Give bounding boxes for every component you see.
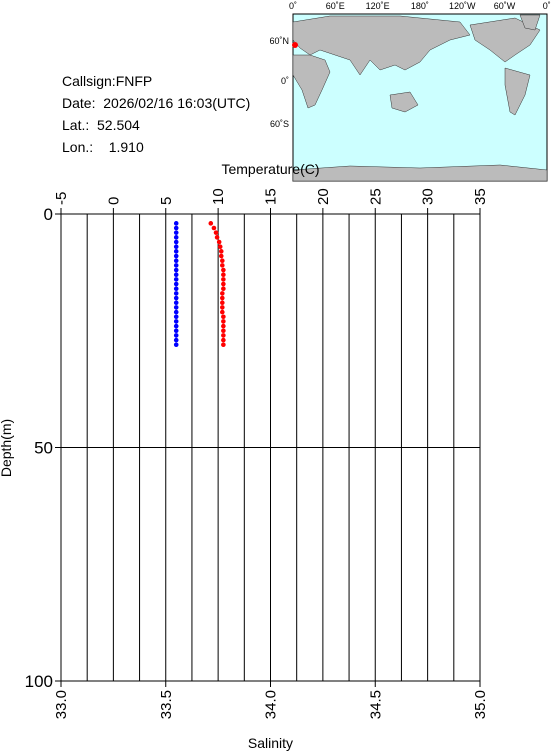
x-tick-label: 34.5	[367, 690, 384, 719]
data-point	[221, 286, 226, 292]
latitude: Lat.: 52.504	[62, 117, 140, 133]
data-point	[173, 221, 179, 226]
data-point	[173, 258, 179, 264]
date: Date: 2026/02/16 16:03(UTC)	[62, 95, 250, 111]
x2-tick-label: 5	[158, 197, 175, 205]
data-point	[220, 291, 225, 296]
data-point	[221, 342, 226, 348]
x2-tick-label: 20	[315, 188, 332, 205]
map: 0˚ 60˚E 120˚E 180˚ 120˚W 60˚W 0˚ 60˚N 0˚ 60˚S	[269, 1, 551, 182]
data-point	[173, 333, 179, 338]
data-point	[211, 225, 217, 231]
data-point	[173, 323, 179, 329]
data-point	[173, 263, 179, 268]
data-point	[173, 244, 179, 249]
data-point	[173, 337, 179, 343]
data-point	[208, 221, 214, 226]
map-lat-label: 0˚	[281, 76, 289, 86]
data-point	[173, 225, 179, 231]
map-lon-label: 0˚	[289, 1, 297, 11]
x-tick-label: 35.0	[472, 690, 489, 719]
info-block: Callsign:FNFP Date: 2026/02/16 16:03(UTC…	[62, 73, 250, 155]
data-point	[220, 258, 225, 264]
map-lon-label: 60˚W	[494, 1, 516, 11]
data-point	[220, 263, 225, 268]
y-tick-label: 100	[25, 672, 53, 691]
data-point	[221, 267, 226, 273]
y-axis-label: Depth(m)	[0, 419, 14, 477]
data-point	[216, 239, 222, 245]
data-point	[218, 249, 224, 254]
data-point	[218, 253, 224, 259]
station-marker	[292, 42, 298, 48]
data-point	[221, 323, 226, 329]
data-point	[221, 277, 226, 282]
data-point	[214, 235, 220, 240]
y-tick-label: 0	[44, 205, 53, 224]
x2-tick-label: 15	[263, 188, 280, 205]
data-point	[217, 244, 223, 249]
data-point	[220, 305, 225, 310]
x-tick-label: 33.5	[158, 690, 175, 719]
data-point	[173, 286, 179, 292]
map-lon-label: 0˚	[543, 1, 551, 11]
map-lon-label: 120˚E	[366, 1, 390, 11]
data-point	[173, 230, 179, 235]
x2-tick-label: 30	[420, 188, 437, 205]
data-point	[173, 253, 179, 259]
data-point	[173, 249, 179, 254]
map-labels: 0˚ 60˚E 120˚E 180˚ 120˚W 60˚W 0˚ 60˚N 0˚ 60˚S	[269, 1, 550, 129]
data-point	[173, 267, 179, 273]
data-point	[221, 337, 226, 343]
data-point	[221, 333, 226, 338]
data-point	[173, 272, 179, 278]
data-point	[173, 305, 179, 310]
map-lon-label: 120˚W	[449, 1, 476, 11]
x2-axis-label: Temperature(C)	[221, 161, 319, 177]
data-point	[221, 314, 226, 320]
x2-tick-label: 10	[210, 188, 227, 205]
data-point	[173, 319, 179, 324]
x-axis-label: Salinity	[248, 735, 293, 751]
data-point	[173, 300, 179, 306]
data-point	[220, 300, 225, 306]
data-point	[173, 281, 179, 287]
x-tick-label: 33.0	[53, 690, 70, 719]
data-point	[221, 319, 226, 324]
map-lat-label: 60˚N	[269, 36, 289, 46]
map-land	[292, 14, 548, 182]
x-tick-label: 34.0	[263, 690, 280, 719]
data-point	[173, 277, 179, 282]
data-point	[173, 235, 179, 240]
data-point	[173, 342, 179, 348]
data-point	[173, 291, 179, 296]
data-point	[173, 239, 179, 245]
x2-tick-label: -5	[53, 192, 70, 205]
data-point	[221, 281, 226, 287]
data-point	[221, 328, 226, 334]
map-lat-label: 60˚S	[270, 119, 289, 129]
data-point	[173, 328, 179, 334]
data-point	[173, 314, 179, 320]
data-point	[221, 272, 226, 278]
x2-tick-label: 25	[367, 188, 384, 205]
x2-tick-label: 35	[472, 188, 489, 205]
map-lon-label: 60˚E	[326, 1, 345, 11]
map-lon-label: 180˚	[411, 1, 429, 11]
x2-tick-label: 0	[105, 197, 122, 205]
callsign: Callsign:FNFP	[62, 73, 152, 89]
data-point	[213, 230, 219, 235]
longitude: Lon.: 1.910	[62, 139, 144, 155]
data-point	[220, 309, 225, 315]
data-point	[173, 295, 179, 301]
data-point	[173, 309, 179, 315]
data-point	[220, 295, 225, 301]
y-tick-label: 50	[34, 439, 53, 458]
